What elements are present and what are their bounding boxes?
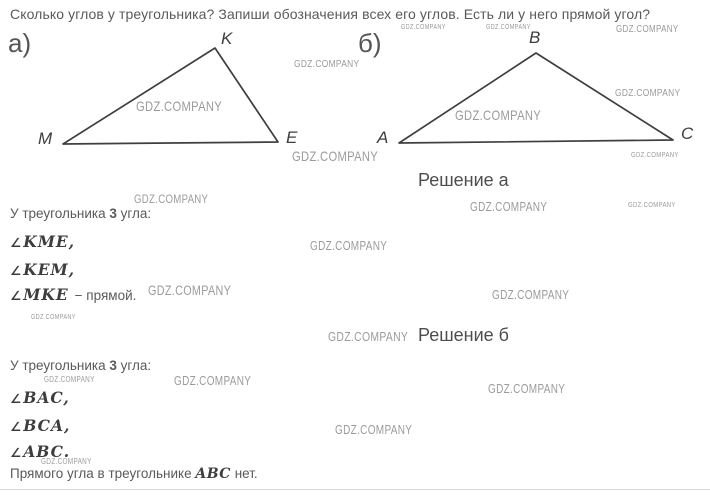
angle-name: KEM, [23,260,76,279]
vertex-label-c: C [681,124,694,143]
watermark: GDZ.COMPANY [31,314,76,321]
solution-a-heading: Решение а [418,170,509,190]
watermark: GDZ.COMPANY [492,288,570,302]
angle-line-bca: ∠ BCA, [10,416,70,436]
angle-name: BCA, [23,416,71,435]
intro-prefix: У треугольника [10,206,110,221]
no-right-angle-note: Прямого угла в треугольнике ABC нет. [10,466,258,482]
vertex-label-m: M [38,129,53,148]
figure-b-label: б) [358,28,382,58]
question-text: Сколько углов у треугольника? Запиши обо… [10,6,651,22]
watermark: GDZ.COMPANY [616,24,679,35]
vertex-label-k: K [221,29,233,48]
triangle-mke [62,47,279,145]
watermark: GDZ.COMPANY [294,58,360,70]
watermark: GDZ.COMPANY [310,239,388,253]
figure-a-label: а) [8,28,32,58]
angle-name: BAC, [23,388,70,407]
angle-icon: ∠ [10,235,22,250]
final-prefix: Прямого угла в треугольнике [10,466,196,481]
intro-count: 3 [109,358,117,373]
bottom-divider [0,489,710,490]
watermark: GDZ.COMPANY [335,423,413,437]
watermark: GDZ.COMPANY [328,329,409,344]
vertex-label-e: E [286,128,298,147]
angle-name: ABC. [23,442,71,461]
watermark: GDZ.COMPANY [455,107,542,123]
angle-name: MKE [23,285,69,304]
right-angle-note: − прямой. [74,288,137,303]
angle-icon: ∠ [10,263,22,278]
watermark: GDZ.COMPANY [174,374,252,388]
watermark: GDZ.COMPANY [136,98,223,114]
angle-name: KME, [23,232,76,251]
watermark: GDZ.COMPANY [470,200,548,214]
intro-suffix: угла: [116,206,152,221]
watermark: GDZ.COMPANY [41,457,92,466]
intro-count: 3 [109,206,117,221]
angle-icon: ∠ [10,391,22,406]
triangle-name: ABC [195,466,231,482]
angle-line-kme: ∠ KME, [10,232,75,252]
watermark: GDZ.COMPANY [134,192,209,206]
angle-line-abc: ∠ ABC. [10,442,70,462]
solution-a-intro: У треугольника 3 угла: [10,206,151,221]
watermark: GDZ.COMPANY [486,24,531,31]
final-suffix: нет. [230,466,258,481]
watermark: GDZ.COMPANY [631,150,679,159]
angle-line-kem: ∠ KEM, [10,260,75,280]
angle-icon: ∠ [10,419,22,434]
watermark: GDZ.COMPANY [44,375,95,384]
angle-icon: ∠ [10,288,22,303]
watermark: GDZ.COMPANY [148,283,232,298]
intro-prefix: У треугольника [10,358,110,373]
solution-b-intro: У треугольника 3 угла: [10,358,151,373]
angle-icon: ∠ [10,445,22,460]
solution-b-heading: Решение б [418,325,509,345]
angle-line-bac: ∠ BAC, [10,388,70,408]
watermark: GDZ.COMPANY [401,24,446,31]
vertex-label-a: A [377,128,389,147]
watermark: GDZ.COMPANY [615,87,681,99]
angle-line-mke: ∠ MKE − прямой. [10,285,136,305]
intro-suffix: угла: [116,358,152,373]
watermark: GDZ.COMPANY [292,148,379,164]
watermark: GDZ.COMPANY [628,200,676,209]
vertex-label-b: B [529,28,541,47]
watermark: GDZ.COMPANY [488,382,566,396]
